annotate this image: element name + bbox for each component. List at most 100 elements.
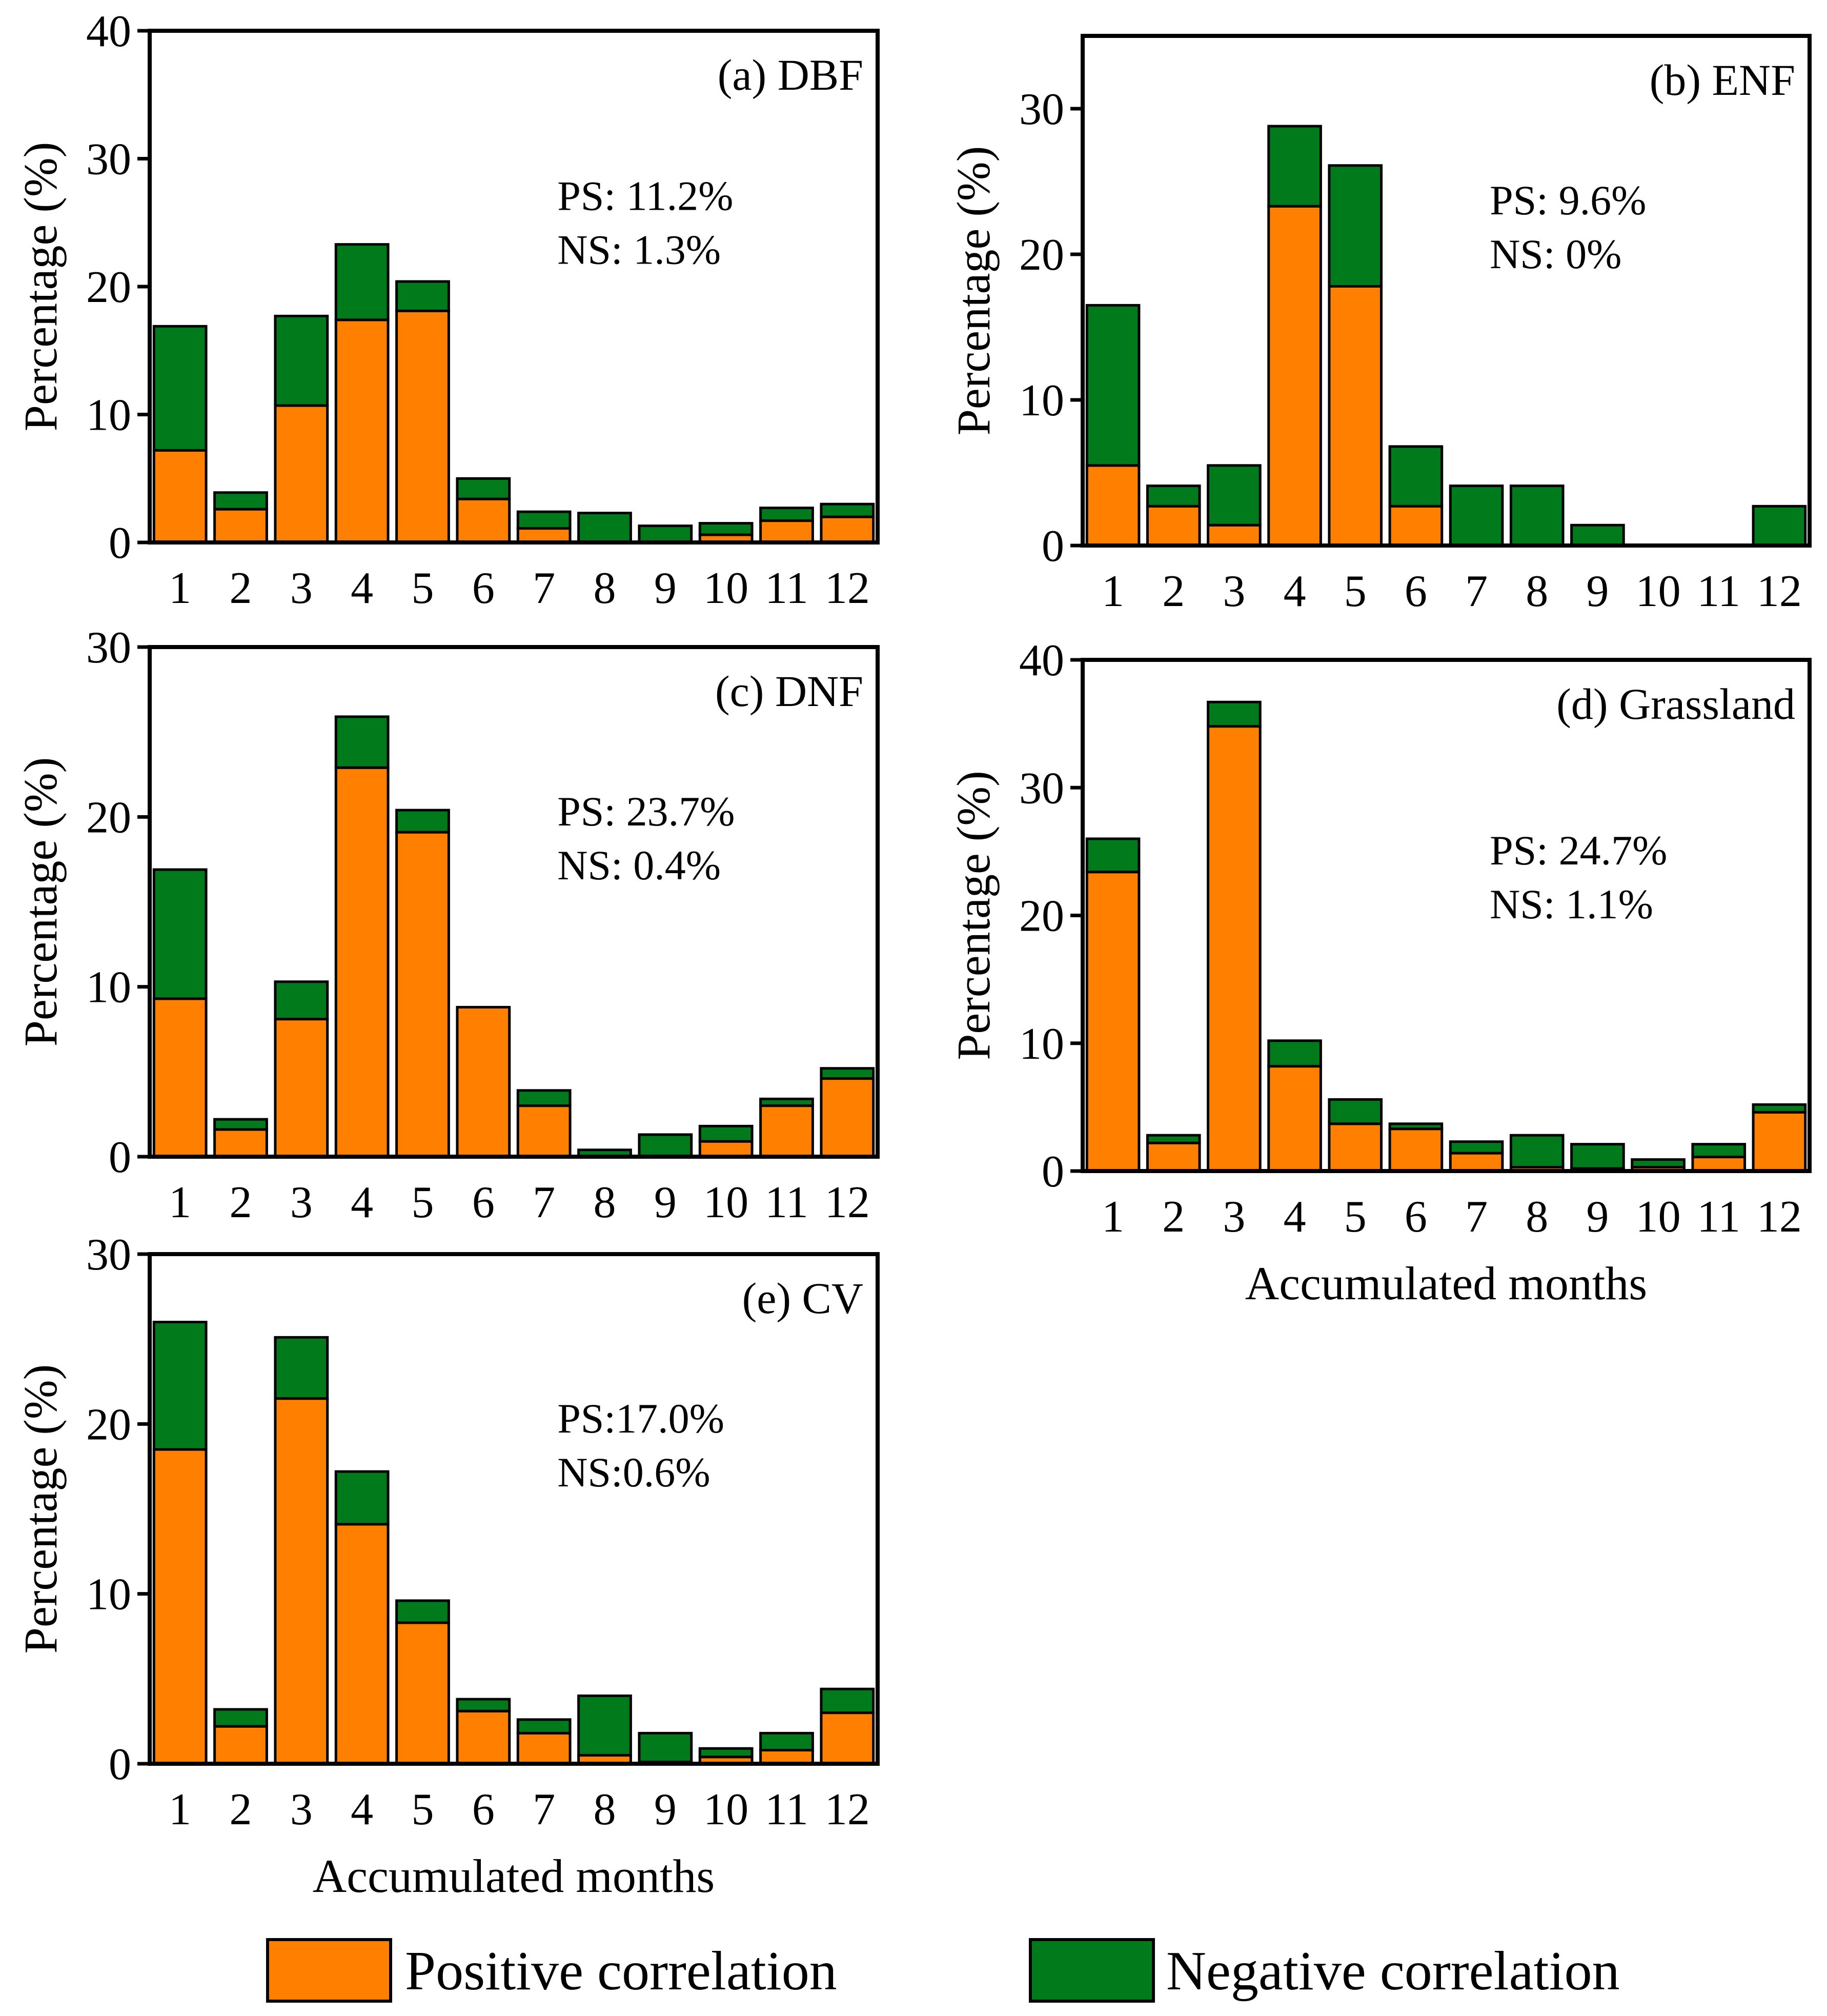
bar-positive: [1752, 1111, 1807, 1173]
y-axis-title: Percentage (%): [14, 757, 67, 1046]
plot-frame: [1081, 34, 1812, 548]
ns-stat: NS: 0.4%: [557, 842, 721, 889]
ns-stat: NS: 1.1%: [1490, 881, 1653, 928]
bar-positive: [1207, 523, 1262, 547]
bar-positive: [334, 1523, 390, 1765]
bar-positive: [456, 1709, 511, 1765]
bar-negative: [395, 1599, 450, 1624]
bar-positive: [516, 1104, 572, 1158]
x-tick-label: 9: [654, 563, 677, 613]
bar-positive: [213, 1128, 268, 1158]
y-tick-label: 0: [109, 1133, 131, 1182]
bar-negative: [1207, 700, 1262, 728]
x-tick-label: 4: [1284, 1192, 1306, 1242]
y-axis-title: Percentage (%): [947, 146, 1000, 435]
bar-negative: [213, 491, 268, 511]
bar-positive: [820, 515, 875, 544]
x-tick-label: 2: [1162, 567, 1185, 616]
bar-negative: [698, 522, 754, 536]
bar-negative: [698, 1124, 754, 1143]
bar-positive: [1691, 1156, 1747, 1173]
bar-negative: [334, 243, 390, 321]
bar-negative: [1449, 485, 1504, 547]
bar-positive: [334, 318, 390, 544]
panel-title: (b) ENF: [1650, 55, 1795, 105]
legend-negative-swatch: [1029, 1938, 1155, 2003]
bar-negative: [759, 1731, 814, 1751]
panel-title: (d) Grassland: [1556, 679, 1795, 729]
x-axis-title: Accumulated months: [313, 1850, 715, 1902]
bar-positive: [820, 1711, 875, 1765]
y-tick-label: 10: [86, 963, 131, 1013]
bar-negative: [1267, 1039, 1322, 1068]
x-tick-label: 8: [1526, 567, 1548, 616]
bar-positive: [1267, 205, 1322, 547]
x-tick-label: 6: [472, 1785, 495, 1834]
x-tick-label: 6: [472, 1178, 495, 1227]
bar-negative: [698, 1747, 754, 1759]
bar-positive: [1388, 1127, 1444, 1173]
x-tick-label: 5: [412, 1178, 434, 1227]
bar-positive: [1207, 725, 1262, 1173]
x-tick-label: 4: [351, 1785, 373, 1834]
y-tick-label: 10: [1019, 1019, 1064, 1069]
x-tick-label: 10: [703, 1178, 748, 1227]
x-tick-label: 1: [169, 1178, 191, 1227]
x-tick-label: 3: [290, 1785, 313, 1834]
bar-positive: [1085, 464, 1141, 547]
bar-positive: [820, 1077, 875, 1158]
bar-negative: [1146, 485, 1201, 508]
bar-positive: [1328, 285, 1383, 547]
y-axis-title: Percentage (%): [947, 771, 1000, 1060]
x-tick-label: 9: [1586, 567, 1609, 616]
bar-negative: [759, 507, 814, 522]
x-tick-label: 9: [654, 1785, 677, 1834]
bar-negative: [395, 280, 450, 312]
x-tick-label: 8: [594, 1178, 616, 1227]
x-tick-label: 8: [594, 1785, 616, 1834]
bar-positive: [1085, 871, 1141, 1173]
bar-negative: [638, 1731, 693, 1764]
bar-negative: [1085, 304, 1141, 467]
bar-negative: [1085, 837, 1141, 874]
x-tick-label: 11: [765, 563, 808, 613]
bar-positive: [334, 766, 390, 1158]
bar-negative: [577, 1694, 632, 1757]
x-tick-label: 2: [230, 1178, 252, 1227]
x-tick-label: 2: [1162, 1192, 1185, 1242]
bar-negative: [274, 1336, 329, 1400]
plot-frame: [148, 1252, 880, 1766]
bar-positive: [516, 1731, 572, 1765]
x-tick-label: 7: [1465, 1192, 1488, 1242]
x-tick-label: 3: [290, 1178, 313, 1227]
ps-stat: PS:17.0%: [557, 1395, 724, 1442]
x-tick-label: 9: [654, 1178, 677, 1227]
x-tick-label: 5: [412, 563, 434, 613]
y-tick-label: 30: [1019, 763, 1064, 813]
x-tick-label: 4: [351, 1178, 373, 1227]
bar-positive: [1146, 1141, 1201, 1173]
x-tick-label: 1: [1102, 1192, 1124, 1242]
bar-positive: [759, 1104, 814, 1158]
x-tick-label: 6: [1405, 1192, 1427, 1242]
bar-negative: [516, 1089, 572, 1107]
x-tick-label: 7: [1465, 567, 1488, 616]
bar-positive: [152, 1448, 208, 1765]
y-tick-label: 40: [86, 7, 131, 56]
bar-negative: [577, 512, 632, 544]
ns-stat: NS: 1.3%: [557, 226, 721, 273]
bar-negative: [1752, 505, 1807, 547]
x-tick-label: 10: [703, 1785, 748, 1834]
bar-positive: [1449, 1152, 1504, 1173]
bar-positive: [152, 449, 208, 544]
legend-positive-label: Positive correlation: [405, 1941, 837, 2002]
bar-negative: [1388, 445, 1444, 508]
y-tick-label: 10: [1019, 376, 1064, 426]
bar-negative: [820, 502, 875, 518]
legend: Positive correlation Negative correlatio…: [266, 1938, 1620, 2003]
bar-negative: [213, 1118, 268, 1131]
